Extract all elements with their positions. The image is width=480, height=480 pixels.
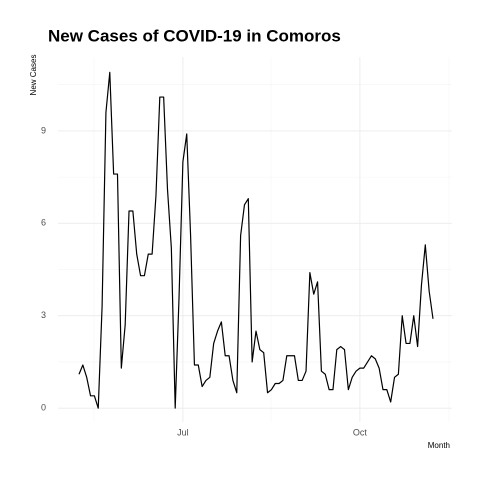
minor-grid: [93, 57, 450, 422]
line: [78, 71, 434, 409]
x-axis-label: Month: [428, 441, 450, 450]
chart-title: New Cases of COVID-19 in Comoros: [48, 26, 341, 45]
x-tick-label: Oct: [353, 427, 368, 437]
x-tick-label: Jul: [177, 427, 189, 437]
y-axis-label: New Cases: [29, 55, 38, 96]
y-tick-label: 6: [41, 218, 46, 228]
y-tick-label: 3: [41, 310, 46, 320]
y-tick-label: 0: [41, 403, 46, 413]
y-tick-label: 9: [41, 125, 46, 135]
